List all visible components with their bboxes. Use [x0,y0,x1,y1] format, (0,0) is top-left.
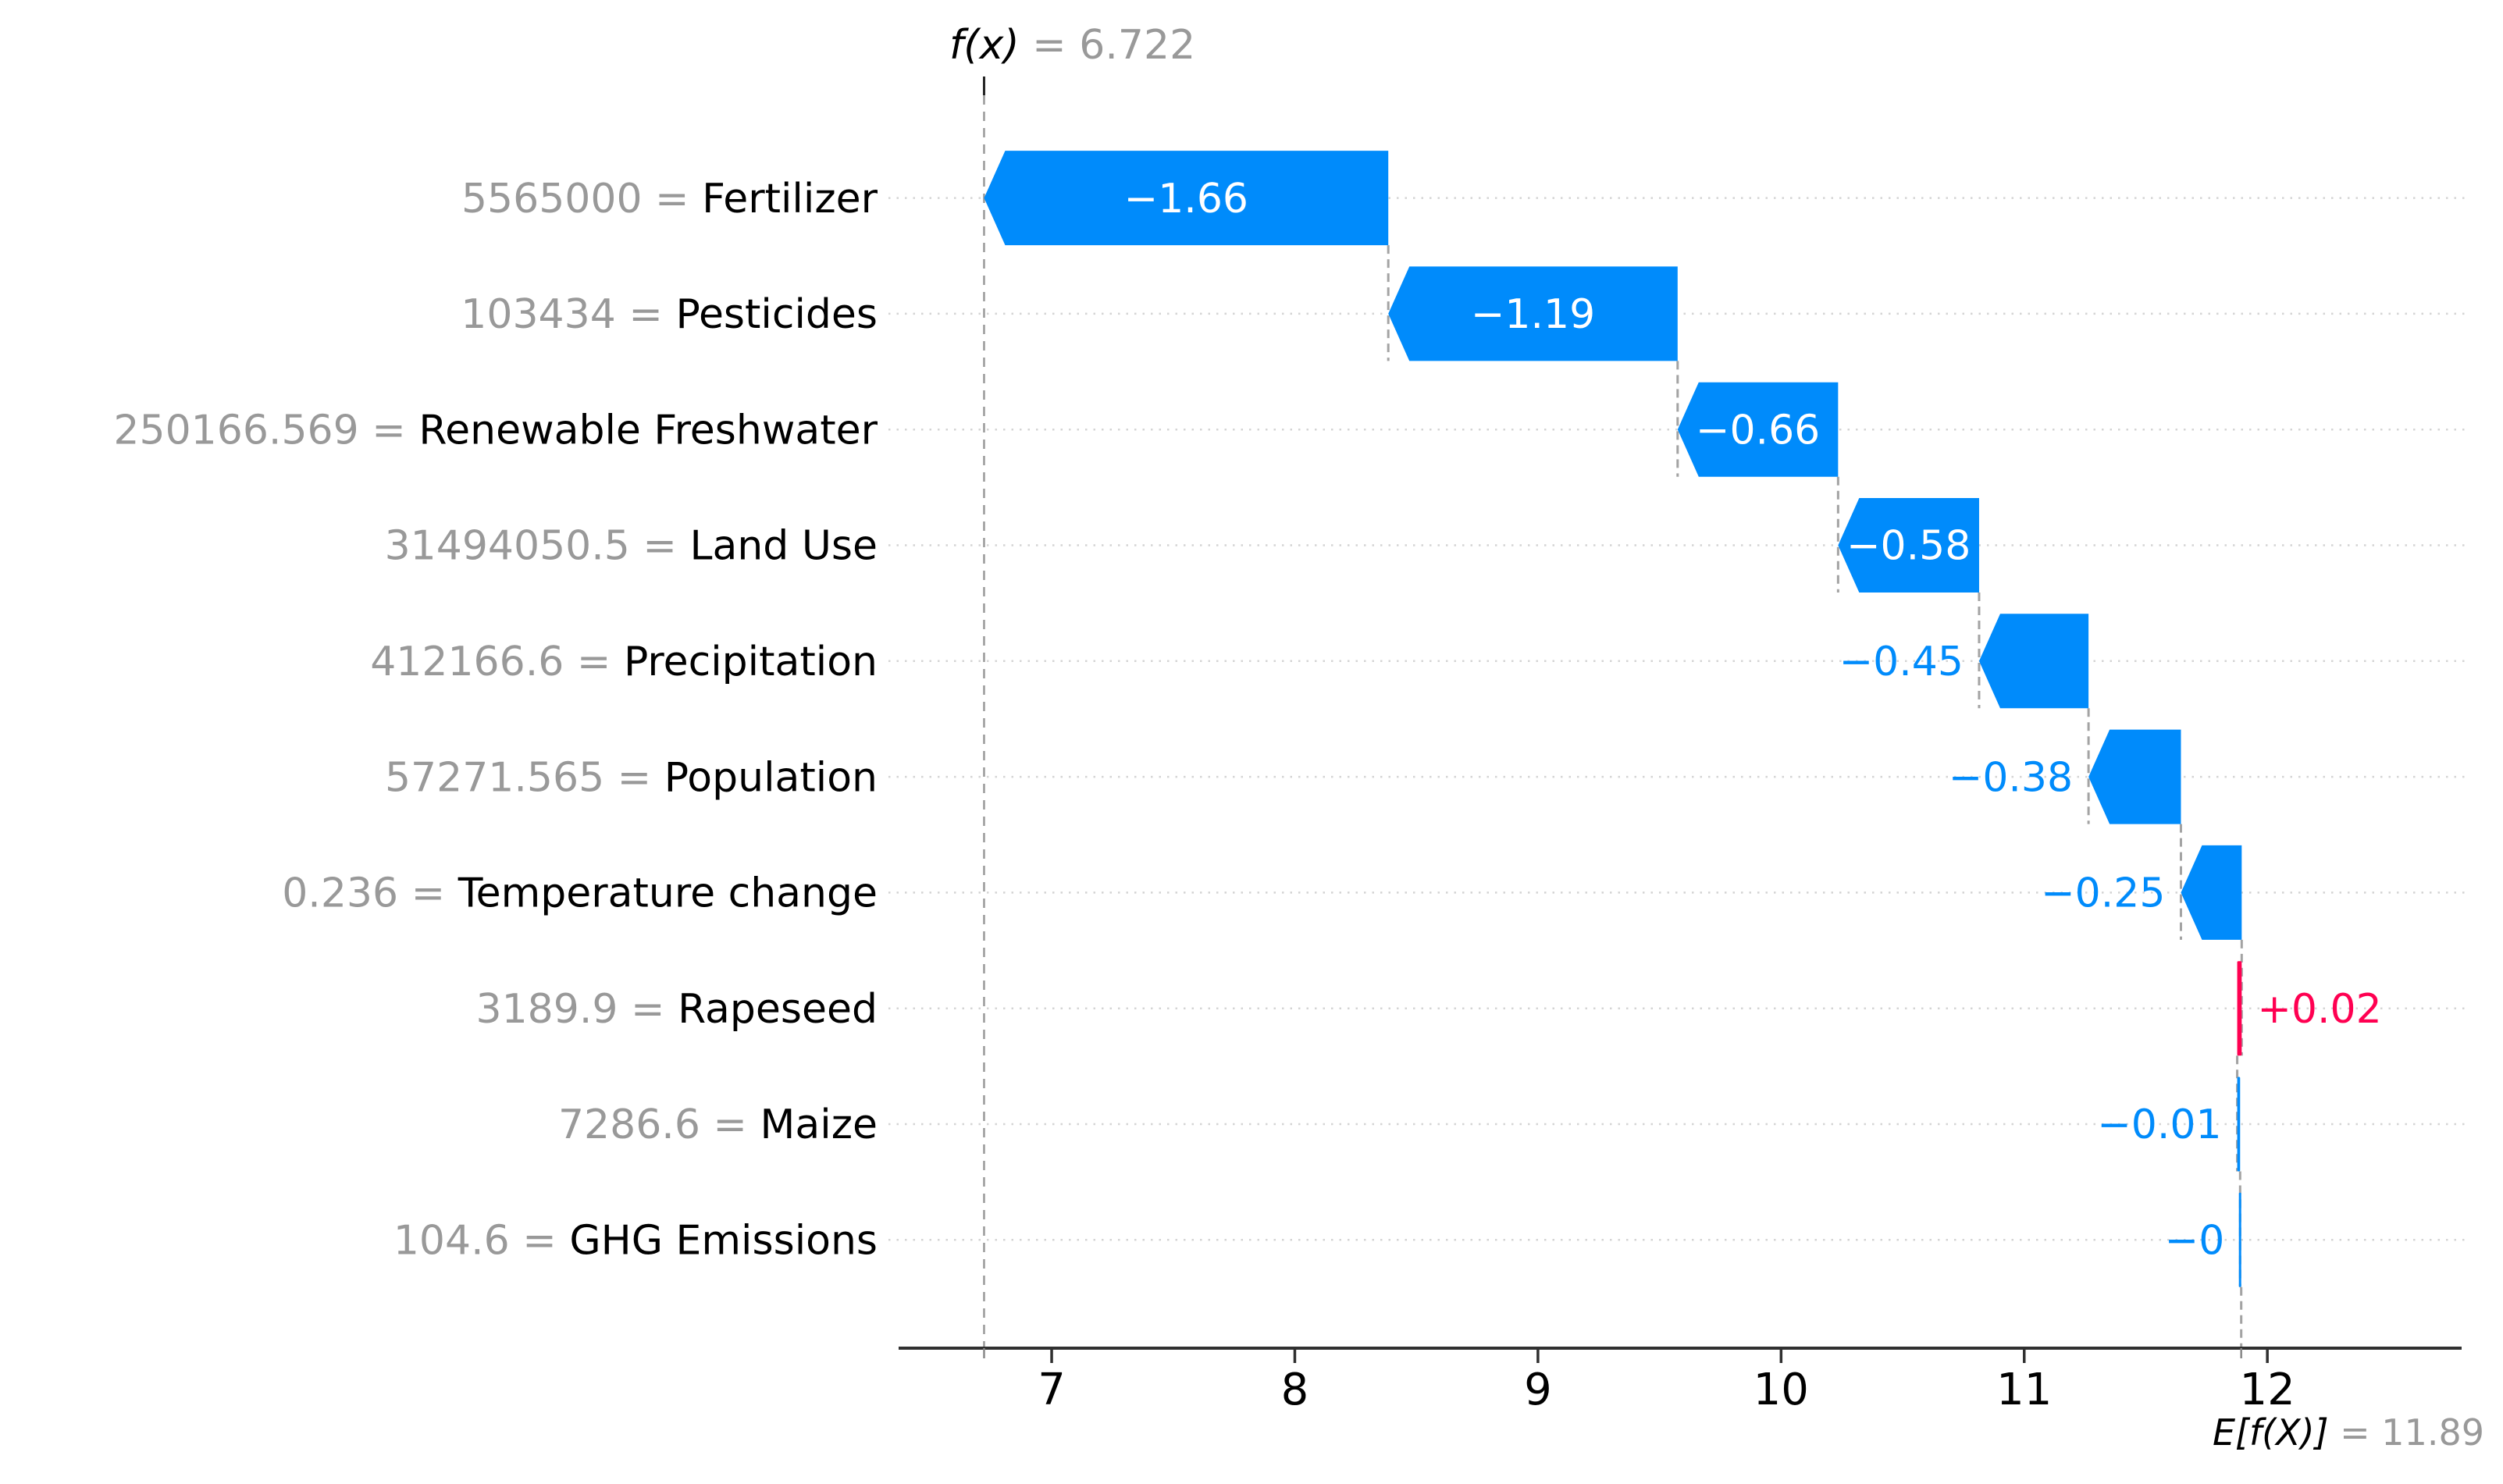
x-tick-label-11: 11 [1996,1365,2052,1415]
bar-value-population: −0.38 [1949,754,2073,801]
bar-rapeseed [2237,961,2242,1056]
feature-label-maize: 7286.6 = Maize [558,1101,878,1148]
bar-maize [2237,1077,2241,1172]
feature-value: 103434 = [461,291,675,338]
x-tick-label-10: 10 [1754,1365,1809,1415]
feature-label-pesticides: 103434 = Pesticides [461,291,878,338]
ef-math-label: E[f(X)] [2212,1411,2329,1454]
bar-value-land-use: −0.58 [1846,523,1971,570]
ef-value-label: = 11.89 [2328,1411,2484,1454]
feature-name: Precipitation [624,639,878,685]
bar-temperature-change [2181,845,2242,940]
feature-value: 5565000 = [461,176,702,222]
feature-name: Fertilizer [702,176,878,222]
bar-value-rapeseed: +0.02 [2257,986,2381,1033]
bar-value-pesticides: −1.19 [1471,291,1595,338]
bar-value-maize: −0.01 [2097,1101,2221,1148]
fx-value-label: = 6.722 [1019,22,1196,69]
feature-value: 57271.565 = [385,754,664,801]
feature-label-renewable-freshwater: 250166.569 = Renewable Freshwater [113,407,878,454]
x-tick-label-7: 7 [1038,1365,1066,1415]
bar-precipitation [1978,614,2089,709]
bar-value-precipitation: −0.45 [1839,639,1964,685]
feature-label-ghg-emissions: 104.6 = GHG Emissions [393,1218,878,1265]
feature-label-precipitation: 412166.6 = Precipitation [370,639,878,685]
feature-label-temperature-change: 0.236 = Temperature change [282,870,878,917]
feature-name: Land Use [690,523,878,570]
feature-label-land-use: 31494050.5 = Land Use [385,523,878,570]
bar-value-temperature-change: −0.25 [2041,870,2165,917]
bar-value-ghg-emissions: −0 [2165,1218,2225,1265]
feature-name: GHG Emissions [569,1218,878,1265]
feature-value: 412166.6 = [370,639,624,685]
bar-fertilizer [984,151,1389,246]
feature-label-population: 57271.565 = Population [385,754,878,801]
feature-name: Rapeseed [678,986,878,1033]
feature-value: 31494050.5 = [385,523,690,570]
feature-value: 7286.6 = [558,1101,760,1148]
feature-value: 3189.9 = [475,986,678,1033]
x-tick-label-9: 9 [1524,1365,1552,1415]
feature-label-fertilizer: 5565000 = Fertilizer [461,176,878,222]
feature-name: Population [664,754,878,801]
feature-name: Maize [760,1101,878,1148]
bar-value-fertilizer: −1.66 [1124,176,1248,222]
fx-annotation: f(x) = 6.722 [949,20,1195,70]
feature-value: 104.6 = [393,1218,570,1265]
ef-annotation: E[f(X)] = 11.89 [2213,1410,2484,1455]
feature-value: 0.236 = [282,870,458,917]
x-tick-label-8: 8 [1281,1365,1309,1415]
bar-pesticides [1388,266,1678,361]
feature-name: Temperature change [458,870,878,917]
feature-value: 250166.569 = [113,407,418,454]
x-tick-label-12: 12 [2240,1365,2295,1415]
bar-value-renewable-freshwater: −0.66 [1696,407,1820,454]
feature-label-rapeseed: 3189.9 = Rapeseed [475,986,878,1033]
bar-population [2088,729,2181,824]
fx-math-label: f(x) [949,22,1020,69]
bar-land-use [1838,498,1979,593]
feature-name: Renewable Freshwater [418,407,878,454]
feature-name: Pesticides [675,291,878,338]
bar-renewable-freshwater [1677,382,1839,477]
bar-ghg-emissions [2238,1192,2241,1287]
